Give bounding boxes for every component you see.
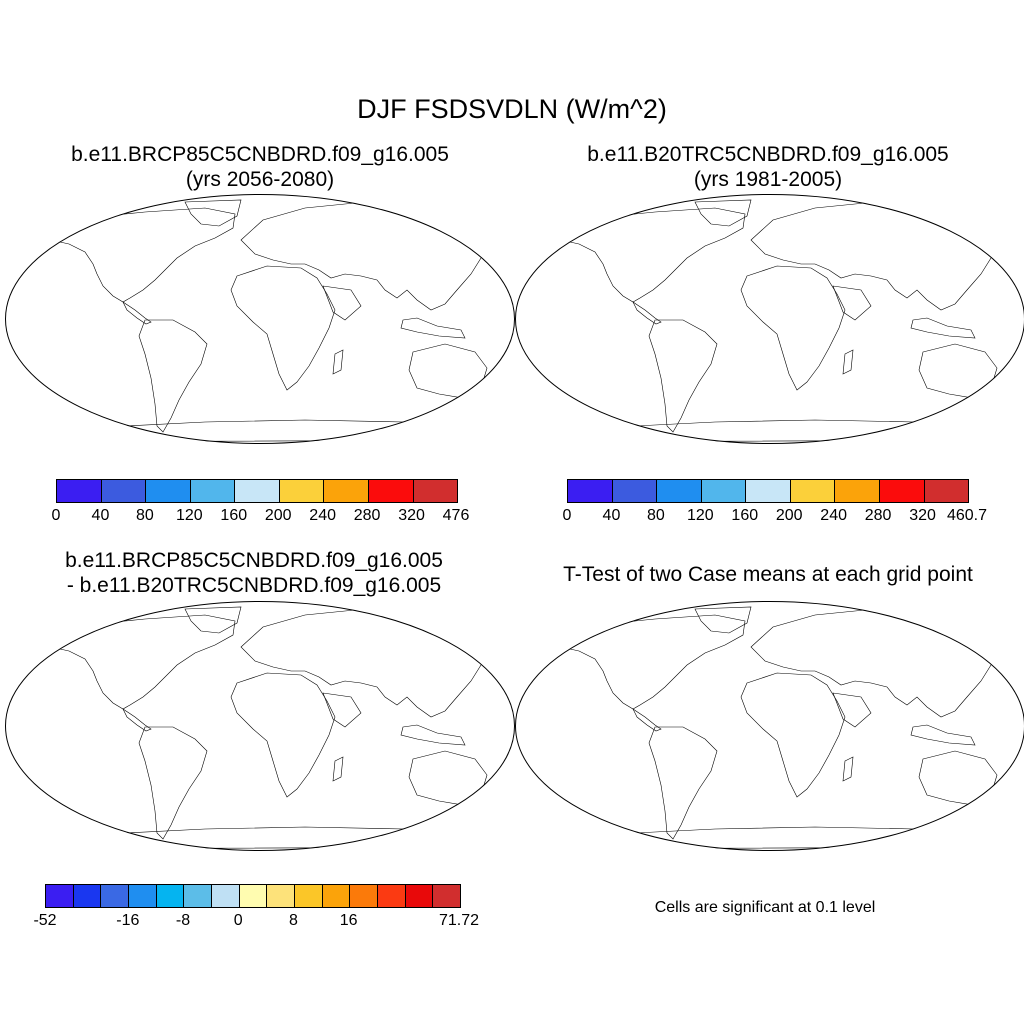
colorbar-box [101,480,147,502]
colorbar-case-labels: 0 40 80 120 160 200 240 280 320 476 [52,507,470,527]
colorbar-tick-label: 160 [731,507,759,524]
colorbar-box [279,480,325,502]
significance-note: Cells are significant at 0.1 level [654,899,876,916]
map-difference [5,601,515,851]
colorbar-box [568,480,613,502]
panel-control-title-line1: b.e11.B20TRC5CNBDRD.f09_g16.005 [587,143,949,166]
colorbar-tick-label: 80 [135,507,154,524]
colorbar-box [190,480,236,502]
colorbar-tick-label: 476 [442,507,470,524]
colorbar-tick-label: 80 [646,507,665,524]
colorbar-tick-label: 120 [686,507,714,524]
colorbar-tick-label: 120 [175,507,203,524]
colorbar-box [405,885,434,907]
colorbar-box [612,480,658,502]
colorbar-tick-label: 8 [288,912,298,929]
colorbar-control [567,479,969,503]
panel-control-title-line2: (yrs 1981-2005) [693,168,843,191]
colorbar-box [701,480,747,502]
colorbar-tick-label: 280 [353,507,381,524]
colorbar-tick-label: -8 [175,912,191,929]
colorbar-box [295,885,323,907]
colorbar-box [835,480,880,502]
colorbar-tick-label: -16 [116,912,140,929]
colorbar-box [790,480,836,502]
panel-case-title: b.e11.BRCP85C5CNBDRD.f09_g16.005 (yrs 20… [20,142,500,192]
colorbar-box [57,480,102,502]
colorbar-box [657,480,702,502]
colorbar-box [212,885,240,907]
colorbar-box [129,885,157,907]
colorbar-tick-label: 0 [233,912,243,929]
figure-title: DJF FSDSVDLN (W/m^2) [357,94,667,124]
colorbar-case [56,479,458,503]
colorbar-box [46,885,74,907]
panel-ttest-title: T-Test of two Case means at each grid po… [528,562,1008,587]
colorbar-tick-label: -52 [33,912,57,929]
colorbar-control-labels: 0 40 80 120 160 200 240 280 320 460.7 [563,507,987,527]
panel-diff-title-line2: - b.e11.B20TRC5CNBDRD.f09_g16.005 [66,574,442,597]
colorbar-box [184,885,213,907]
colorbar-box [101,885,130,907]
colorbar-box [879,480,925,502]
colorbar-box [235,480,280,502]
colorbar-box [322,885,351,907]
colorbar-box [433,885,461,907]
colorbar-tick-label: 200 [775,507,803,524]
colorbar-box [368,480,414,502]
colorbar-difference-labels: -52 -16 -8 0 8 16 71.72 [33,912,479,932]
colorbar-box [267,885,296,907]
map-ttest [515,601,1024,851]
colorbar-box [239,885,268,907]
colorbar-tick-label: 0 [51,507,61,524]
colorbar-box [350,885,379,907]
colorbar-tick-label: 240 [820,507,848,524]
colorbar-tick-label: 460.7 [946,507,988,524]
colorbar-tick-label: 16 [339,912,358,929]
panel-diff-title-line1: b.e11.BRCP85C5CNBDRD.f09_g16.005 [65,549,443,572]
colorbar-box [746,480,791,502]
colorbar-box [378,885,406,907]
colorbar-box [413,480,458,502]
panel-control-title: b.e11.B20TRC5CNBDRD.f09_g16.005 (yrs 198… [528,142,1008,192]
colorbar-box [924,480,969,502]
colorbar-tick-label: 320 [909,507,936,524]
panel-case-title-line2: (yrs 2056-2080) [185,168,335,191]
colorbar-box [73,885,102,907]
colorbar-box [146,480,191,502]
panel-diff-title: b.e11.BRCP85C5CNBDRD.f09_g16.005 - b.e11… [14,548,494,598]
colorbar-tick-label: 320 [398,507,425,524]
colorbar-box [324,480,369,502]
colorbar-tick-label: 40 [602,507,621,524]
colorbar-tick-label: 40 [91,507,110,524]
colorbar-box [156,885,185,907]
map-case [5,194,515,444]
colorbar-tick-label: 71.72 [438,912,480,929]
colorbar-tick-label: 0 [562,507,572,524]
map-control [515,194,1024,444]
panel-ttest-title-line1: T-Test of two Case means at each grid po… [563,563,973,586]
colorbar-tick-label: 240 [309,507,337,524]
colorbar-tick-label: 200 [264,507,292,524]
colorbar-tick-label: 160 [220,507,248,524]
panel-case-title-line1: b.e11.BRCP85C5CNBDRD.f09_g16.005 [71,143,449,166]
colorbar-difference [45,884,461,908]
colorbar-tick-label: 280 [864,507,892,524]
